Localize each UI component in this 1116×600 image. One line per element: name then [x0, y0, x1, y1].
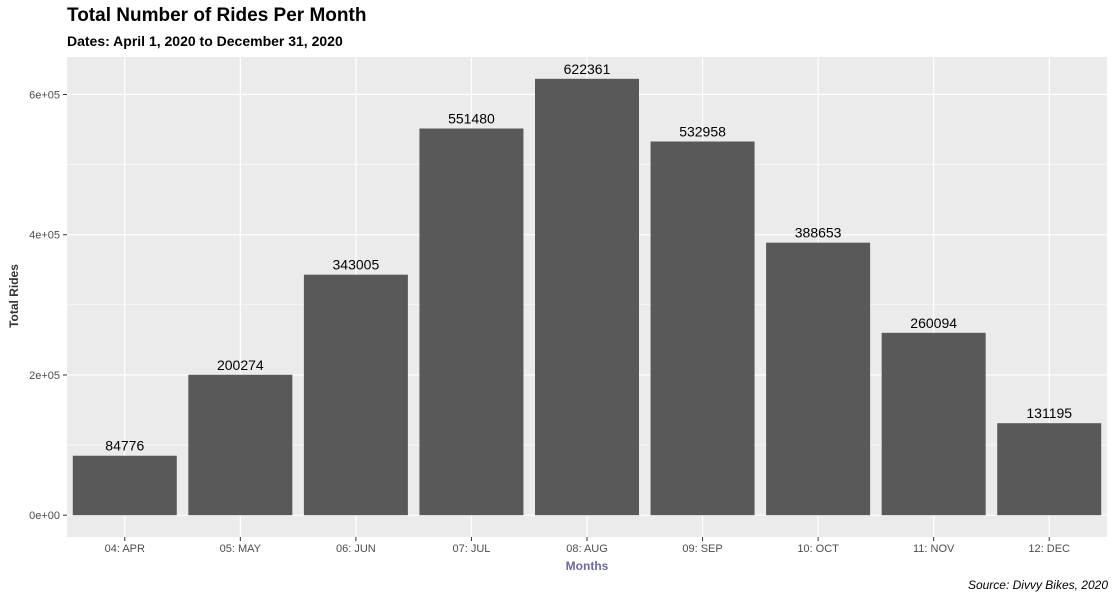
chart-title: Total Number of Rides Per Month — [67, 5, 367, 26]
x-tick-label: 11: NOV — [913, 543, 955, 555]
bar — [997, 423, 1102, 516]
x-tick-label: 04: APR — [105, 543, 145, 555]
bar-value-label: 551480 — [448, 111, 495, 127]
bar-value-label: 200274 — [217, 357, 264, 373]
bar — [535, 78, 639, 516]
bar-value-label: 388653 — [795, 225, 842, 241]
bar-value-label: 622361 — [564, 61, 611, 77]
x-tick-label: 12: DEC — [1028, 543, 1070, 555]
bar — [766, 242, 871, 516]
chart-subtitle: Dates: April 1, 2020 to December 31, 202… — [67, 33, 343, 49]
bar — [419, 128, 524, 516]
y-axis: 0e+00 2e+05 4e+05 6e+05 — [29, 89, 67, 522]
x-tick-label: 06: JUN — [336, 543, 376, 555]
x-tick-label: 09: SEP — [682, 543, 722, 555]
bar-value-label: 260094 — [910, 315, 957, 331]
x-tick-label: 05: MAY — [220, 543, 262, 555]
bar — [303, 274, 408, 516]
x-axis-title: Months — [566, 559, 609, 573]
y-tick-label: 6e+05 — [29, 89, 60, 101]
y-tick-label: 4e+05 — [29, 230, 60, 242]
bar — [72, 455, 177, 516]
x-tick-label: 10: OCT — [797, 543, 839, 555]
chart-caption: Source: Divvy Bikes, 2020 — [967, 578, 1108, 592]
data-labels: 84776 200274 343005 551480 622361 532958 38865… — [105, 61, 1072, 454]
y-tick-label: 0e+00 — [29, 510, 60, 522]
bar — [188, 374, 293, 516]
bar-value-label: 532958 — [679, 124, 726, 140]
bar-value-label: 84776 — [105, 438, 144, 454]
x-tick-label: 07: JUL — [452, 543, 490, 555]
y-tick-label: 2e+05 — [29, 370, 60, 382]
bar — [881, 332, 986, 516]
bars — [72, 78, 1102, 516]
bar-value-label: 131195 — [1026, 405, 1072, 421]
x-tick-label: 08: AUG — [566, 543, 608, 555]
y-axis-title: Total Rides — [7, 264, 21, 328]
x-axis: 04: APR 05: MAY 06: JUN 07: JUL 08: AUG 09: S… — [105, 537, 1070, 555]
bar — [650, 141, 755, 516]
bar-value-label: 343005 — [333, 257, 380, 273]
